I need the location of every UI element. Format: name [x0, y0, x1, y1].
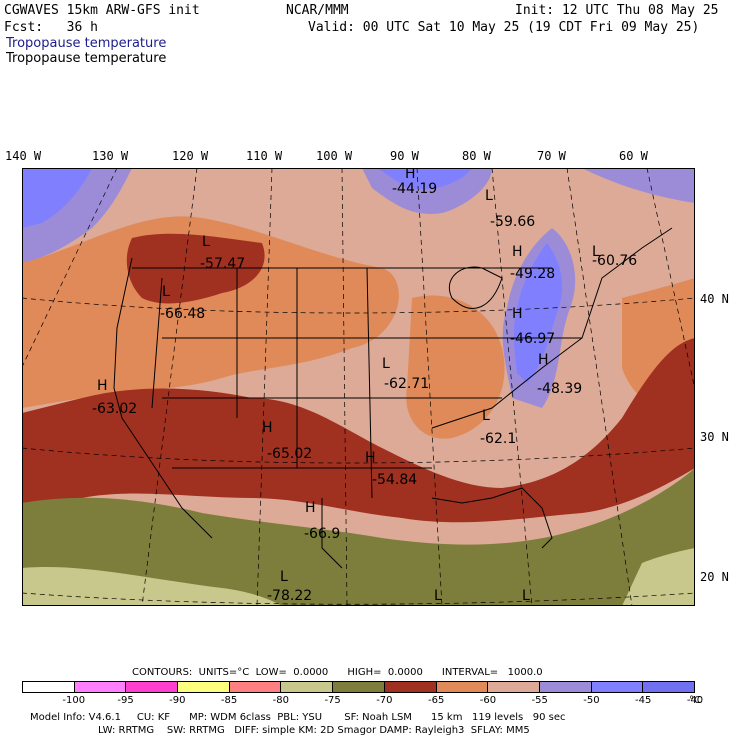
legend-swatch	[488, 682, 540, 692]
extremum-marker: H	[305, 500, 316, 516]
extremum-value: -46.97	[510, 331, 555, 347]
lon-label: 130 W	[92, 149, 129, 163]
graticule	[22, 168, 695, 606]
cold-field-region	[513, 243, 563, 383]
lon-label: 60 W	[619, 149, 648, 163]
tropopause-temperature-map: H-44.19 L-59.66L-57.47H-49.28L-60.76L-66.…	[22, 168, 695, 606]
legend-tick-label: -55	[531, 695, 548, 706]
model-info-line1: Model Info: V4.6.1 CU: KF MP: WDM 6class…	[30, 712, 566, 723]
lat-label: 20 N	[700, 570, 729, 584]
legend-swatch	[178, 682, 230, 692]
field-title-black: Tropopause temperature	[6, 51, 167, 66]
legend-tick-label: -75	[324, 695, 341, 706]
warm-field-region	[22, 567, 282, 606]
extremum-value: -62.71	[384, 376, 429, 392]
lon-label: 140 W	[5, 149, 42, 163]
extremum-marker: L	[522, 588, 530, 604]
legend-tick-label: -95	[117, 695, 134, 706]
legend-swatch	[281, 682, 334, 692]
lat-label: 40 N	[700, 292, 729, 306]
extrema-labels: H-44.19 L-59.66L-57.47H-49.28L-60.76L-66.…	[92, 168, 637, 604]
legend-swatch	[74, 682, 127, 692]
legend-tick-label: -60	[479, 695, 497, 706]
warm-field-region	[22, 468, 695, 606]
extremum-marker: L	[280, 569, 288, 585]
legend-tick-label: -65	[427, 695, 445, 706]
extremum-marker: H	[512, 244, 523, 260]
legend-tick-label: -45	[635, 695, 652, 706]
extremum-marker: L	[434, 588, 442, 604]
extremum-value: -62.1	[480, 431, 516, 447]
model-info-line2: LW: RRTMG SW: RRTMG DIFF: simple KM: 2D …	[98, 725, 530, 736]
extremum-value: -65.02	[267, 446, 312, 462]
extremum-marker: H	[538, 352, 549, 368]
extremum-value: -54.84	[372, 472, 417, 488]
warm-field-region	[22, 338, 695, 523]
field-title-blue: Tropopause temperature	[6, 36, 167, 51]
extremum-marker: L	[592, 244, 600, 260]
legend-swatch	[591, 682, 644, 692]
legend-tick-label: -85	[220, 695, 238, 706]
extremum-value: -59.66	[490, 214, 535, 230]
legend-swatch	[384, 682, 437, 692]
political-boundaries	[113, 227, 673, 569]
legend-swatch	[643, 682, 694, 692]
extremum-value: -49.28	[510, 266, 555, 282]
extremum-value: -44.19	[392, 181, 437, 197]
lon-label: 120 W	[172, 149, 209, 163]
legend-swatch	[229, 682, 282, 692]
legend-swatch	[126, 682, 179, 692]
extremum-value: -78.22	[267, 588, 312, 604]
extremum-marker: L	[482, 408, 490, 424]
init-time: Init: 12 UTC Thu 08 May 25	[515, 3, 719, 18]
lon-label: 110 W	[246, 149, 283, 163]
extremum-value: -57.47	[200, 256, 245, 272]
legend-tick-label: -70	[376, 695, 393, 706]
extremum-value: -66.48	[160, 306, 205, 322]
legend-unit: °C	[689, 695, 701, 706]
extremum-marker: H	[365, 450, 376, 466]
extremum-marker: L	[382, 356, 390, 372]
lat-label: 30 N	[700, 430, 729, 444]
lon-label: 100 W	[316, 149, 353, 163]
legend-tick-label: -90	[169, 695, 186, 706]
extremum-marker: H	[512, 306, 523, 322]
model-title: CGWAVES 15km ARW-GFS init	[4, 3, 200, 18]
valid-time: Valid: 00 UTC Sat 10 May 25 (19 CDT Fri …	[308, 20, 700, 35]
extremum-marker: L	[485, 188, 493, 204]
legend-swatch	[333, 682, 385, 692]
warm-field-region	[622, 548, 695, 606]
extremum-marker: H	[262, 420, 273, 436]
extremum-value: -60.76	[592, 253, 637, 269]
cold-field-region	[582, 168, 695, 203]
lon-label: 80 W	[462, 149, 491, 163]
legend-tick-label: -100	[62, 695, 86, 706]
legend-swatch	[436, 682, 489, 692]
extremum-value: -48.39	[537, 381, 582, 397]
lon-label: 90 W	[390, 149, 419, 163]
legend-swatch	[23, 682, 75, 692]
color-legend	[22, 681, 695, 693]
legend-tick-label: -40	[686, 695, 704, 706]
mid-field-region	[22, 216, 399, 408]
legend-tick-label: -80	[272, 695, 290, 706]
extremum-value: -66.9	[304, 526, 340, 542]
mid-field-region	[406, 295, 505, 439]
legend-tick-label: -50	[583, 695, 600, 706]
forecast-hour: Fcst: 36 h	[4, 20, 98, 35]
contours-line: CONTOURS: UNITS=°C LOW= 0.0000 HIGH= 0.0…	[132, 667, 543, 678]
extremum-marker: H	[97, 378, 108, 394]
lon-label: 70 W	[537, 149, 566, 163]
cold-field-region	[22, 168, 92, 228]
extremum-marker: L	[202, 234, 210, 250]
extremum-marker: L	[162, 284, 170, 300]
org-label: NCAR/MMM	[286, 3, 349, 18]
cold-field-region	[377, 168, 472, 190]
legend-swatch	[539, 682, 592, 692]
extremum-value: -63.02	[92, 401, 137, 417]
extremum-marker: H	[405, 168, 416, 182]
